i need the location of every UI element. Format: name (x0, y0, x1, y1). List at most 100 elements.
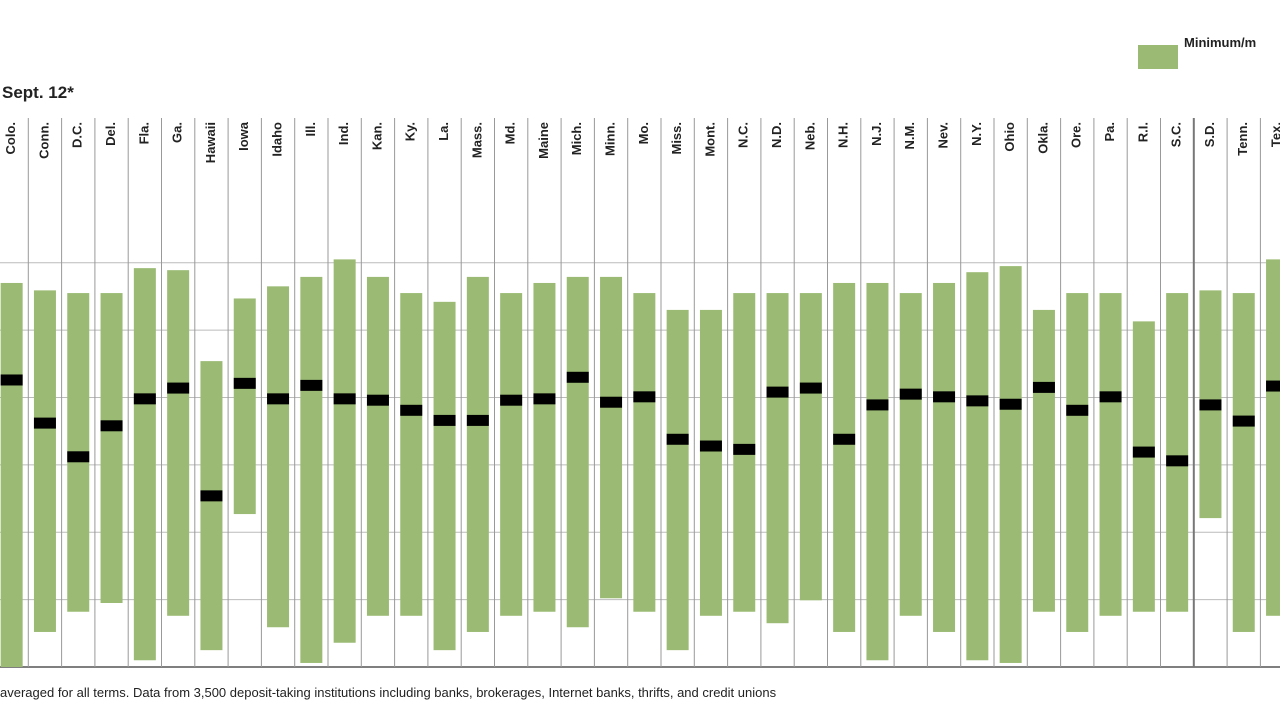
footnote: averaged for all terms. Data from 3,500 … (0, 685, 777, 700)
range-bar (466, 276, 489, 632)
category-label: N.M. (902, 122, 917, 149)
average-marker (1199, 399, 1222, 411)
range-bar (600, 276, 623, 599)
range-bar (233, 298, 256, 515)
category-label: Maine (536, 122, 551, 159)
range-bar (1066, 293, 1089, 632)
range-bar (766, 293, 789, 624)
average-marker (300, 379, 323, 391)
range-bar (833, 282, 856, 632)
average-marker (1232, 415, 1255, 427)
average-marker (1032, 381, 1055, 393)
category-label: Mass. (469, 122, 484, 158)
range-bar (566, 276, 589, 628)
average-marker (433, 414, 456, 426)
average-marker (799, 382, 822, 394)
category-label: Mo. (636, 122, 651, 144)
average-marker (466, 414, 489, 426)
range-bar (100, 293, 123, 603)
category-label: Minn. (602, 122, 617, 156)
range-bar (500, 293, 523, 616)
category-label: S.D. (1202, 122, 1217, 147)
range-bar (1132, 321, 1155, 612)
average-marker (1266, 380, 1280, 392)
category-label: N.Y. (969, 122, 984, 146)
average-marker (766, 386, 789, 398)
category-label: Okla. (1035, 122, 1050, 154)
average-marker (566, 371, 589, 383)
average-marker (866, 399, 889, 411)
average-marker (1099, 391, 1122, 403)
range-bar (699, 309, 722, 616)
average-marker (666, 433, 689, 445)
category-label: Mich. (569, 122, 584, 155)
category-label: N.J. (869, 122, 884, 146)
range-bar (400, 293, 423, 616)
category-label: Md. (503, 122, 518, 144)
range-bar (33, 290, 56, 632)
category-label: Ga. (170, 122, 185, 143)
range-bar (866, 282, 889, 661)
range-bar (0, 282, 23, 667)
category-label: Kan. (369, 122, 384, 150)
category-label: Ky. (403, 122, 418, 141)
legend-swatch (1138, 45, 1178, 69)
average-marker (733, 443, 756, 455)
category-label: Ohio (1002, 122, 1017, 152)
average-marker (400, 404, 423, 416)
range-bar (1032, 309, 1055, 612)
category-label: S.C. (1169, 122, 1184, 147)
range-bar (1266, 259, 1280, 616)
average-marker (999, 398, 1022, 410)
average-marker (1166, 455, 1189, 467)
average-marker (966, 395, 989, 407)
category-label: La. (436, 122, 451, 141)
average-marker (699, 440, 722, 452)
range-bar (1099, 293, 1122, 616)
range-bar (633, 293, 656, 612)
range-bar (933, 282, 956, 632)
category-label: Miss. (669, 122, 684, 155)
range-bar (1232, 293, 1255, 632)
category-label: Nev. (935, 122, 950, 149)
range-bar (366, 276, 389, 616)
category-label: D.C. (70, 122, 85, 148)
category-label: Tex. (1268, 122, 1280, 147)
range-bar (200, 361, 223, 651)
average-marker (833, 433, 856, 445)
average-marker (67, 451, 90, 463)
average-marker (1066, 404, 1089, 416)
average-marker (267, 393, 290, 405)
chart-subtitle: Sept. 12* (2, 83, 74, 102)
category-label: Ore. (1069, 122, 1084, 148)
range-bar (1166, 293, 1189, 612)
range-bar (966, 272, 989, 661)
category-label: Del. (103, 122, 118, 146)
category-label: Mont. (702, 122, 717, 157)
category-label: Colo. (3, 122, 18, 155)
category-label: Tenn. (1235, 122, 1250, 156)
average-marker (0, 374, 23, 386)
average-marker (200, 490, 223, 502)
category-label: R.I. (1135, 122, 1150, 142)
average-marker (100, 420, 123, 432)
average-marker (366, 394, 389, 406)
average-marker (899, 388, 922, 400)
category-label: Neb. (802, 122, 817, 150)
category-label: Idaho (269, 122, 284, 157)
range-bar (999, 266, 1022, 663)
average-marker (600, 396, 623, 408)
range-bar (666, 309, 689, 651)
category-label: Pa. (1102, 122, 1117, 142)
range-bar (267, 286, 290, 628)
category-label: N.C. (736, 122, 751, 148)
category-label: Ill. (303, 122, 318, 136)
average-marker (500, 394, 523, 406)
average-marker (167, 382, 190, 394)
category-label: Hawaii (203, 122, 218, 163)
range-bar (799, 293, 822, 601)
category-label: Conn. (36, 122, 51, 159)
range-bar (300, 276, 323, 663)
range-bar (133, 268, 156, 661)
category-label: Iowa (236, 121, 251, 151)
